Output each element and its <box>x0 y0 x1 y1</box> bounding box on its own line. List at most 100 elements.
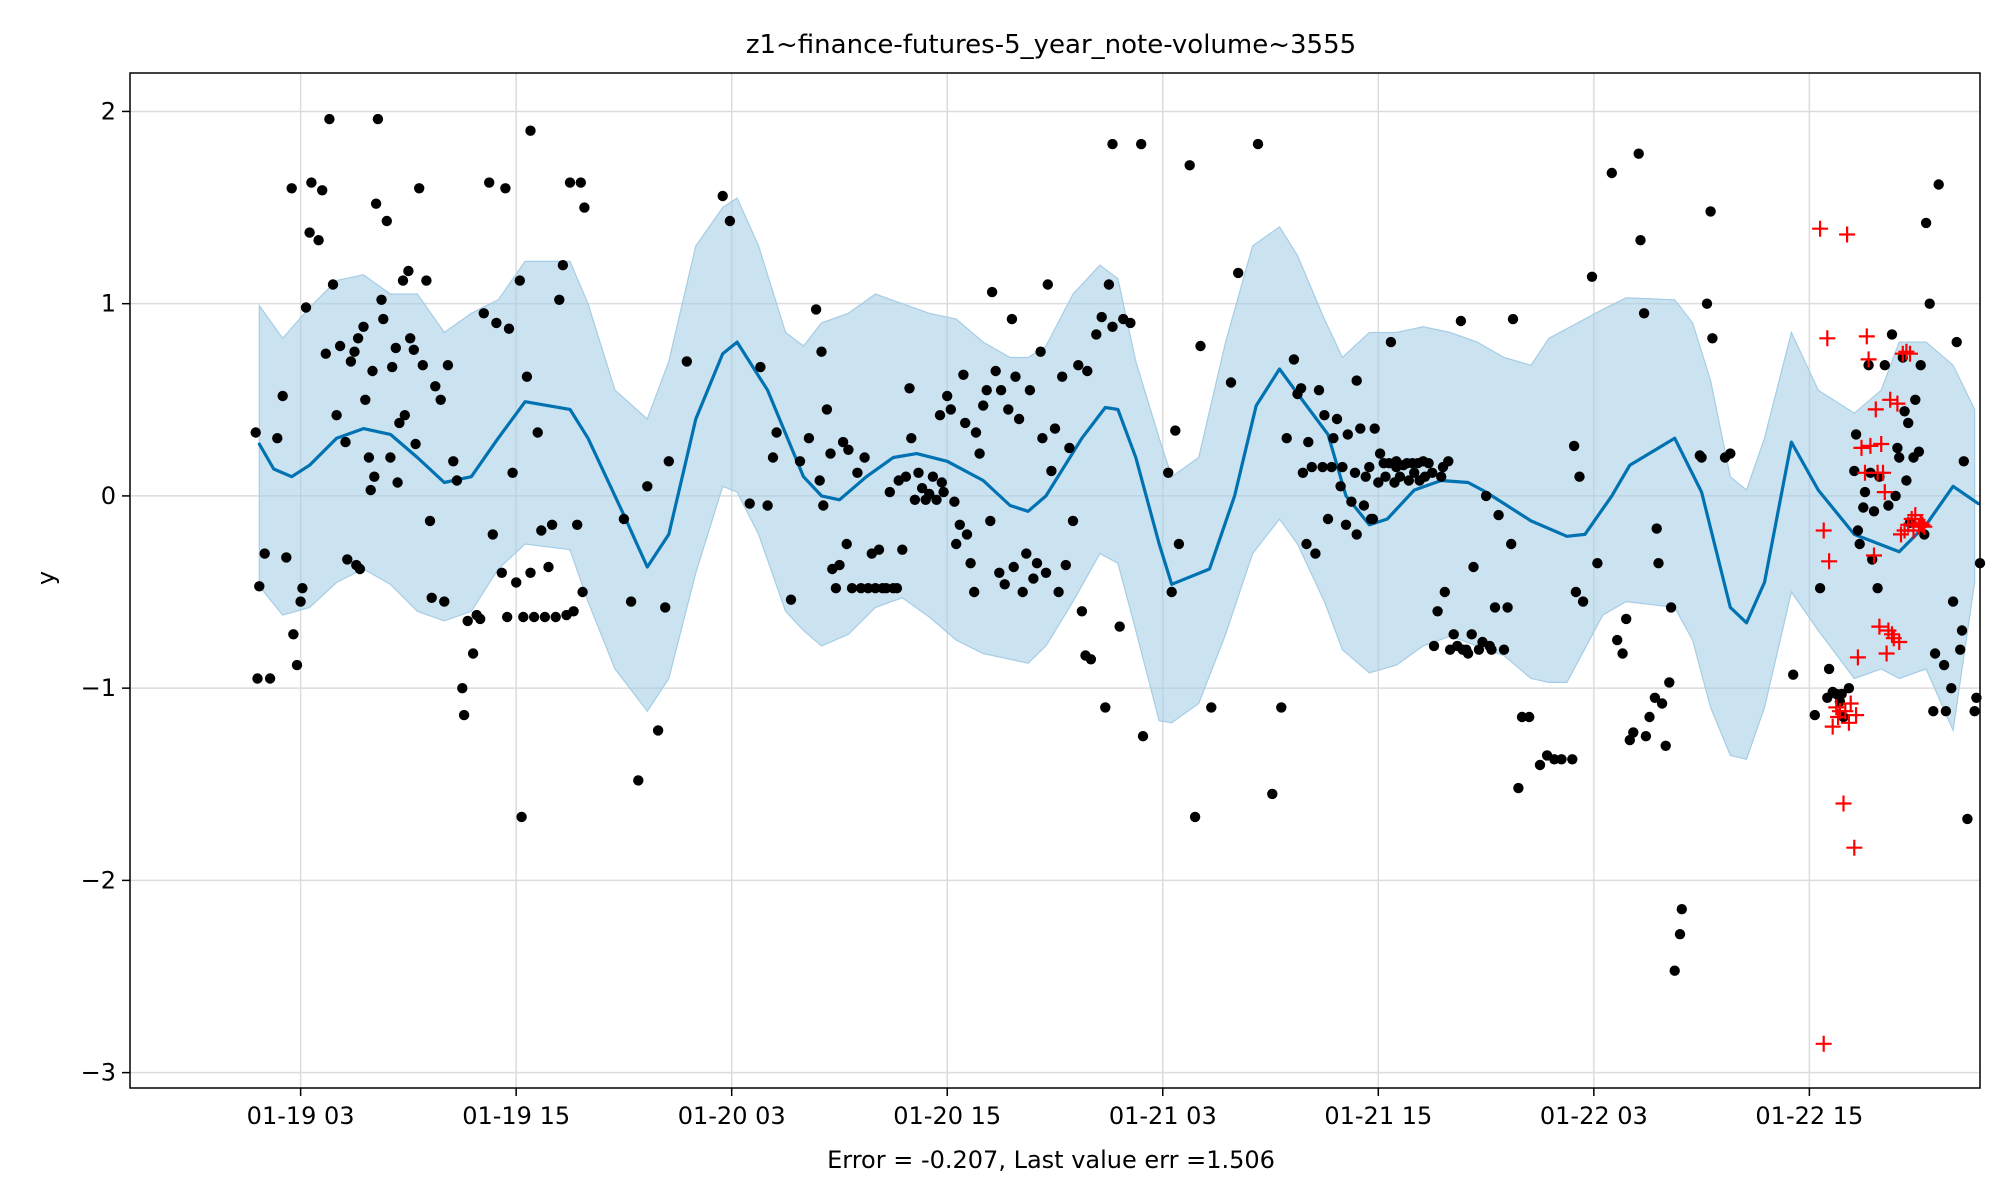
observed-point <box>1017 586 1028 598</box>
observed-point <box>1163 467 1174 478</box>
observed-point <box>1606 167 1618 179</box>
observed-point <box>762 500 773 511</box>
held-out-point <box>1846 839 1863 856</box>
observed-point <box>462 615 473 627</box>
observed-point <box>663 456 674 467</box>
held-out-point <box>1914 516 1931 533</box>
observed-point <box>575 177 586 188</box>
observed-point <box>345 356 357 367</box>
held-out-point <box>1860 351 1877 368</box>
observed-point <box>1933 179 1944 190</box>
observed-point <box>1369 423 1380 434</box>
observed-point <box>958 369 969 380</box>
observed-point <box>579 202 590 213</box>
observed-point <box>1374 448 1386 459</box>
observed-point <box>1373 477 1384 488</box>
observed-point <box>1342 429 1354 440</box>
observed-point <box>264 673 276 684</box>
observed-point <box>859 452 870 463</box>
observed-point <box>1003 404 1014 415</box>
observed-point <box>1358 500 1370 511</box>
observed-point <box>528 611 540 623</box>
observed-point <box>516 811 527 823</box>
observed-point <box>1035 346 1046 357</box>
observed-point <box>1635 235 1646 246</box>
observed-point <box>1367 513 1379 525</box>
observed-point <box>978 400 989 411</box>
observed-point <box>478 308 489 319</box>
observed-point <box>1328 433 1339 444</box>
observed-point <box>1664 677 1675 688</box>
observed-point <box>1125 317 1136 329</box>
observed-point <box>1890 490 1901 502</box>
observed-point <box>803 433 815 444</box>
observed-point <box>1612 634 1623 646</box>
chart-title: z1~finance-futures-5_year_note-volume~35… <box>746 30 1356 60</box>
held-out-point <box>1875 464 1891 481</box>
observed-point <box>1455 315 1467 327</box>
observed-point <box>295 596 306 607</box>
observed-point <box>521 371 533 382</box>
observed-point <box>475 613 486 625</box>
observed-point <box>755 361 766 373</box>
observed-point <box>554 294 565 305</box>
observed-point <box>297 583 308 594</box>
observed-point <box>1814 583 1826 594</box>
observed-point <box>370 198 382 209</box>
observed-point <box>873 544 885 555</box>
observed-point <box>1252 138 1264 150</box>
observed-point <box>1852 525 1864 536</box>
observed-point <box>1674 929 1686 940</box>
observed-point <box>514 275 525 286</box>
observed-point <box>1351 375 1362 386</box>
observed-points <box>250 113 1986 976</box>
observed-point <box>1403 475 1415 486</box>
observed-point <box>424 515 436 527</box>
observed-point <box>324 113 335 125</box>
held-out-point <box>1819 330 1836 347</box>
observed-point <box>1628 727 1639 738</box>
observed-point <box>900 471 912 482</box>
observed-point <box>863 583 874 594</box>
observed-point <box>843 444 854 455</box>
observed-point <box>306 177 317 188</box>
observed-point <box>281 552 292 563</box>
observed-point <box>1656 698 1668 709</box>
held-out-point <box>1862 437 1879 454</box>
observed-point <box>1082 365 1093 377</box>
observed-point <box>841 538 852 550</box>
observed-point <box>1955 644 1966 655</box>
observed-point <box>1385 336 1397 348</box>
observed-point <box>1349 467 1361 478</box>
observed-point <box>837 436 849 448</box>
observed-point <box>1567 754 1578 765</box>
observed-point <box>546 519 558 530</box>
observed-point <box>1170 425 1181 436</box>
observed-point <box>1586 271 1598 282</box>
observed-point <box>1958 456 1970 467</box>
held-out-point <box>1828 699 1845 716</box>
x-tick-label: 01-22 15 <box>1755 1102 1863 1130</box>
observed-point <box>1466 629 1477 640</box>
observed-point <box>1427 467 1438 478</box>
observed-point <box>387 361 398 373</box>
observed-point <box>618 513 630 525</box>
observed-point <box>1057 371 1068 382</box>
observed-point <box>507 467 518 478</box>
observed-point <box>954 519 965 530</box>
observed-point <box>1951 336 1962 348</box>
held-out-point <box>1882 391 1899 408</box>
observed-point <box>1021 548 1032 559</box>
observed-point <box>394 417 405 429</box>
observed-point <box>1651 523 1662 534</box>
observed-point <box>451 475 463 486</box>
held-out-point <box>1821 553 1838 570</box>
observed-point <box>331 410 342 421</box>
observed-point <box>1037 433 1048 444</box>
observed-point <box>1868 506 1880 517</box>
observed-point <box>1355 423 1366 434</box>
observed-point <box>532 427 543 438</box>
observed-point <box>1423 458 1434 469</box>
held-out-point <box>1903 511 1920 527</box>
observed-point <box>1498 644 1510 655</box>
